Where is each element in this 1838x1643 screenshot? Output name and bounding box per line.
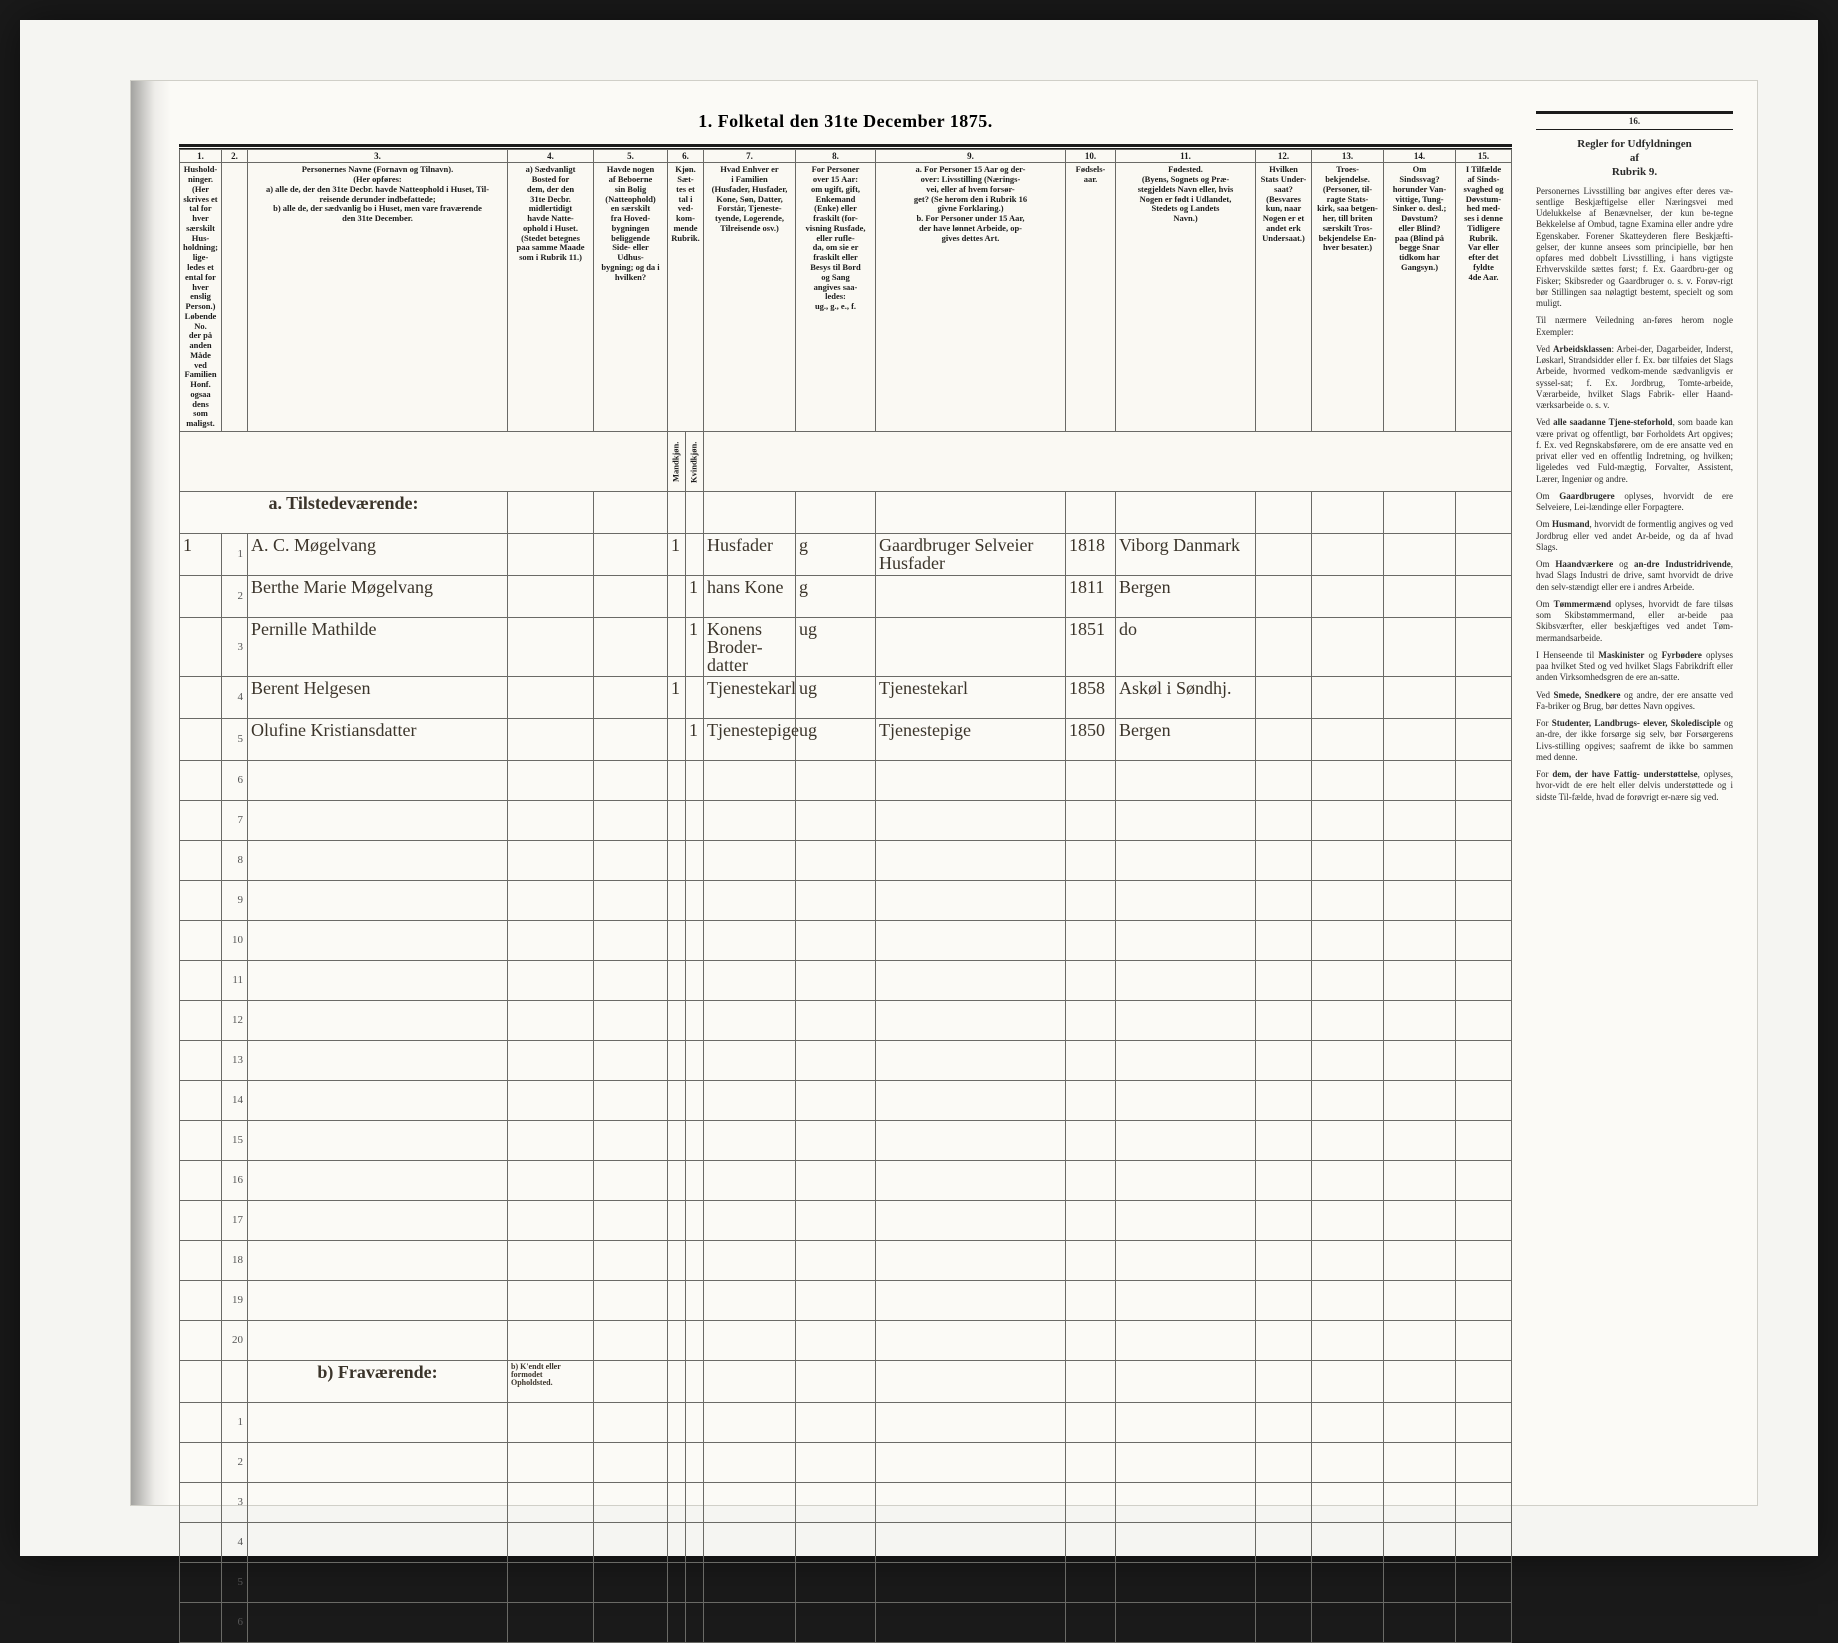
col-14-header: OmSindssvag?horunder Van-vittige, Tung-S…: [1384, 163, 1456, 432]
col-num: 13.: [1312, 150, 1384, 163]
census-table: 1.2.3.4.5.6.7.8.9.10.11.12.13.14.15. Hus…: [179, 149, 1512, 1643]
col-num: 1.: [180, 150, 222, 163]
col-6-header: Kjøn.Sæt-tes ettal ived-kom-mendeRubrik.: [668, 163, 704, 432]
col-num: 14.: [1384, 150, 1456, 163]
rubric-paragraph: Om Haandværkere og an-dre Industridriven…: [1536, 559, 1733, 593]
table-row: 16: [180, 1161, 1512, 1201]
rubric-paragraph: Til nærmere Veiledning an-føres herom no…: [1536, 315, 1733, 338]
table-row: 9: [180, 881, 1512, 921]
col-num: 11.: [1116, 150, 1256, 163]
rubric-paragraph: Om Tømmermænd oplyses, hvorvidt de fare …: [1536, 599, 1733, 644]
rubric-16-sidebar: 16. Regler for UdfyldningenafRubrik 9. P…: [1528, 111, 1733, 1485]
rubric-paragraph: For dem, der have Fattig- understøttelse…: [1536, 769, 1733, 803]
col-1-header: Hushold-ninger.(Her skrives ettal for hv…: [180, 163, 222, 432]
table-row: 7: [180, 801, 1512, 841]
table-row: 14: [180, 1081, 1512, 1121]
col-15-header: I Tilfældeaf Sinds-svaghed ogDøvstum-hed…: [1456, 163, 1512, 432]
table-row: 15: [180, 1121, 1512, 1161]
rubric-paragraph: Personernes Livsstilling bør angives eft…: [1536, 186, 1733, 310]
col-num: 5.: [594, 150, 668, 163]
table-row: 6: [180, 761, 1512, 801]
col-3-header: Personernes Navne (Fornavn og Tilnavn).(…: [248, 163, 508, 432]
section-a-label: a. Tilstedeværende:: [180, 492, 508, 534]
table-head: 1.2.3.4.5.6.7.8.9.10.11.12.13.14.15. Hus…: [180, 150, 1512, 492]
col-7-header: Hvad Enhver eri Familien(Husfader, Husfa…: [704, 163, 796, 432]
col-num: 9.: [876, 150, 1066, 163]
rubric-paragraph: Ved Smede, Snedkere og andre, der ere an…: [1536, 690, 1733, 713]
table-row: 2Berthe Marie Møgelvang1hans Koneg1811Be…: [180, 576, 1512, 618]
table-row: 5: [180, 1563, 1512, 1603]
table-row: 4Berent Helgesen1TjenestekarlugTjenestek…: [180, 677, 1512, 719]
table-row: 1: [180, 1403, 1512, 1443]
table-row: 11: [180, 961, 1512, 1001]
table-row: 12: [180, 1001, 1512, 1041]
section-b-label: b) Fraværende:: [248, 1361, 508, 1403]
table-row: 3Pernille Mathilde1Konens Broder-datteru…: [180, 618, 1512, 677]
table-row: 8: [180, 841, 1512, 881]
table-row: 19: [180, 1281, 1512, 1321]
col-16-number: 16.: [1536, 111, 1733, 130]
col-4-header: a) SædvanligtBosted fordem, der den31te …: [508, 163, 594, 432]
col-num: 3.: [248, 150, 508, 163]
col-num: 15.: [1456, 150, 1512, 163]
col-num: 12.: [1256, 150, 1312, 163]
col-13-header: Troes-bekjendelse.(Personer, til-ragte S…: [1312, 163, 1384, 432]
col-num: 7.: [704, 150, 796, 163]
col-2-header: [222, 163, 248, 432]
rubric-paragraph: For Studenter, Landbrugs- elever, Skoled…: [1536, 718, 1733, 763]
col-9-header: a. For Personer 15 Aar og der-over: Livs…: [876, 163, 1066, 432]
section-b-row: b) Fraværende:b) K'endt ellerformodetOph…: [180, 1361, 1512, 1403]
col-10-header: Fødsels-aar.: [1066, 163, 1116, 432]
section-b-extra: b) K'endt ellerformodetOpholdsted.: [508, 1361, 594, 1403]
col-num: 2.: [222, 150, 248, 163]
rubric-paragraph: Ved Arbeidsklassen: Arbei-der, Dagarbeid…: [1536, 344, 1733, 412]
col-5-header: Havde nogenaf Beboernesin Bolig(Natteoph…: [594, 163, 668, 432]
table-row: 20: [180, 1321, 1512, 1361]
main-column: 1. Folketal den 31te December 1875. 1.2.…: [179, 111, 1512, 1485]
col-num: 6.: [668, 150, 704, 163]
col-8-header: For Personerover 15 Aar:om ugift, gift,E…: [796, 163, 876, 432]
col-num: 10.: [1066, 150, 1116, 163]
table-row: 10: [180, 921, 1512, 961]
table-row: 18: [180, 1241, 1512, 1281]
table-row: 5Olufine Kristiansdatter1TjenestepigeugT…: [180, 719, 1512, 761]
table-row: 13: [180, 1041, 1512, 1081]
col-11-header: Fødested.(Byens, Sognets og Præ-stegjeld…: [1116, 163, 1256, 432]
col-num: 8.: [796, 150, 876, 163]
rubric-paragraph: Om Gaardbrugere oplyses, hvorvidt de ere…: [1536, 491, 1733, 514]
page-title: 1. Folketal den 31te December 1875.: [179, 111, 1512, 132]
binding-shadow: [131, 81, 171, 1505]
rubric-text: Personernes Livsstilling bør angives eft…: [1536, 186, 1733, 803]
column-number-row: 1.2.3.4.5.6.7.8.9.10.11.12.13.14.15.: [180, 150, 1512, 163]
rubric-heading: Regler for UdfyldningenafRubrik 9.: [1536, 138, 1733, 179]
table-row: 17: [180, 1201, 1512, 1241]
page-frame: 1. Folketal den 31te December 1875. 1.2.…: [20, 20, 1818, 1556]
table-row: 3: [180, 1483, 1512, 1523]
rule-heavy: [179, 144, 1512, 147]
column-header-row: Hushold-ninger.(Her skrives ettal for hv…: [180, 163, 1512, 432]
col-12-header: HvilkenStats Under-saat?(Besvareskun, na…: [1256, 163, 1312, 432]
table-row: 2: [180, 1443, 1512, 1483]
col-num: 4.: [508, 150, 594, 163]
rubric-paragraph: Om Husmand, hvorvidt de formentlig angiv…: [1536, 519, 1733, 553]
table-row: 6: [180, 1603, 1512, 1643]
content-area: 1. Folketal den 31te December 1875. 1.2.…: [131, 81, 1757, 1505]
table-body: a. Tilstedeværende:11A. C. Møgelvang1Hus…: [180, 492, 1512, 1643]
column-subheader-row: Mandkjøn. Kvindkjøn.: [180, 432, 1512, 492]
table-row: 4: [180, 1523, 1512, 1563]
rubric-paragraph: I Henseende til Maskinister og Fyrbødere…: [1536, 650, 1733, 684]
col-6a-header: Mandkjøn.: [668, 432, 686, 492]
rubric-paragraph: Ved alle saadanne Tjene-steforhold, som …: [1536, 417, 1733, 485]
document-page: 1. Folketal den 31te December 1875. 1.2.…: [130, 80, 1758, 1506]
table-row: 11A. C. Møgelvang1HusfadergGaardbruger S…: [180, 534, 1512, 576]
col-6b-header: Kvindkjøn.: [686, 432, 704, 492]
